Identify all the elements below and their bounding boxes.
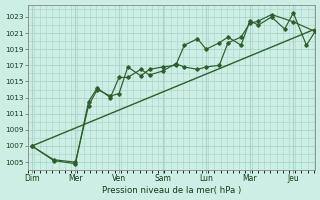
X-axis label: Pression niveau de la mer( hPa ): Pression niveau de la mer( hPa ) <box>102 186 241 195</box>
